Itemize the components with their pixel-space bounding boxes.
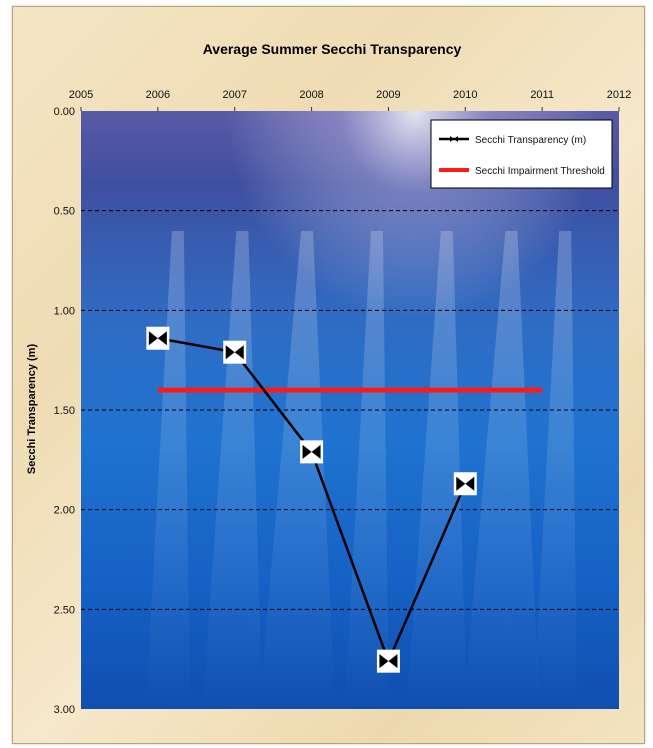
x-tick-label: 2006: [146, 89, 170, 101]
x-tick-label: 2012: [607, 89, 631, 101]
y-tick-label: 0.50: [54, 206, 75, 218]
y-tick-label: 3.00: [54, 704, 75, 716]
secchi-series: [146, 326, 477, 673]
y-tick-label: 0.00: [54, 106, 75, 118]
data-point-marker: [300, 440, 324, 464]
legend: Secchi Transparency (m) Secchi Impairment…: [430, 119, 613, 189]
gridlines: [81, 210, 619, 610]
x-tick-label: 2005: [69, 89, 93, 101]
x-axis-ticks: 2005 2006 2007 2008 2009 2010 2011 2012: [69, 89, 631, 111]
chart: Average Summer Secchi Transparency 2005 2…: [26, 41, 631, 716]
data-point-marker: [146, 326, 170, 350]
y-tick-label: 1.00: [54, 305, 75, 317]
x-tick-label: 2011: [530, 89, 554, 101]
chart-title: Average Summer Secchi Transparency: [203, 41, 462, 57]
legend-label-threshold: Secchi Impairment Threshold: [475, 166, 605, 177]
y-tick-label: 2.00: [54, 505, 75, 517]
x-tick-label: 2008: [299, 89, 323, 101]
x-tick-label: 2010: [453, 89, 477, 101]
data-point-marker: [453, 472, 477, 496]
x-tick-label: 2009: [376, 89, 400, 101]
chart-frame: Average Summer Secchi Transparency 2005 2…: [12, 6, 645, 744]
y-axis-ticks: 0.00 0.50 1.00 1.50 2.00 2.50 3.00: [54, 106, 75, 716]
data-point-marker: [223, 340, 247, 364]
y-tick-label: 1.50: [54, 405, 75, 417]
chart-title-group: Average Summer Secchi Transparency: [203, 41, 462, 57]
legend-label-secchi: Secchi Transparency (m): [475, 135, 586, 146]
y-tick-label: 2.50: [54, 604, 75, 616]
y-axis-title: Secchi Transparency (m): [26, 344, 38, 475]
data-point-marker: [376, 649, 400, 673]
x-tick-label: 2007: [222, 89, 246, 101]
legend-box: [430, 119, 613, 189]
